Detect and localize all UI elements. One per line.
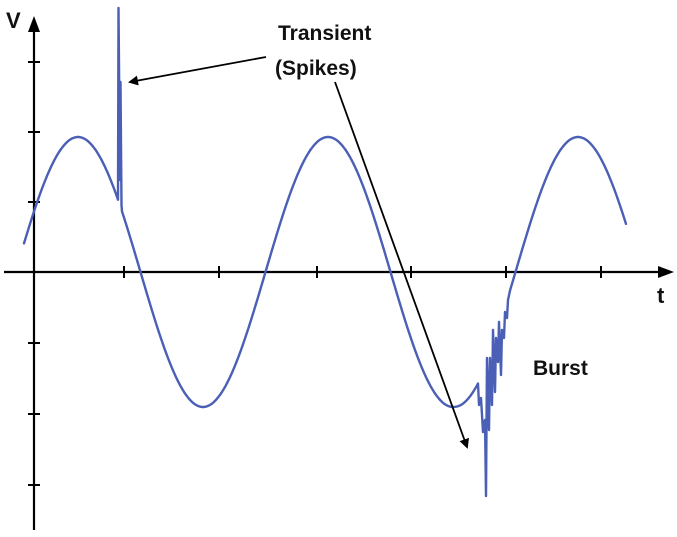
y-axis-arrowhead [28, 16, 40, 32]
burst-label: Burst [533, 357, 588, 380]
x-axis-label: t [657, 283, 665, 308]
burst-pointer-arrow [334, 81, 469, 449]
x-axis-arrowhead [658, 266, 674, 278]
y-ticks [28, 61, 40, 486]
y-axis-label: V [6, 8, 21, 33]
transient-label: Transient [278, 22, 371, 45]
transient-pointer-arrow [128, 56, 267, 86]
transient-sub-label: (Spikes) [275, 57, 357, 80]
x-ticks [123, 266, 602, 278]
voltage-waveform [22, 6, 628, 498]
